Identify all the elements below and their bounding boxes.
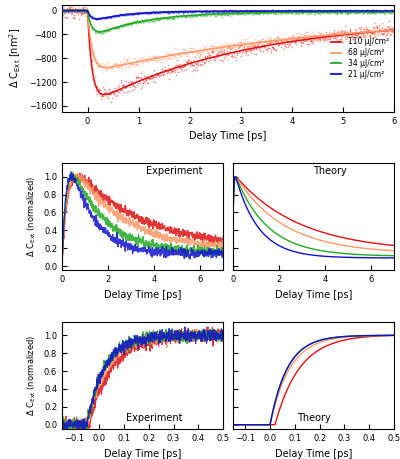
Text: Experiment: Experiment bbox=[146, 166, 202, 176]
X-axis label: Delay Time [ps]: Delay Time [ps] bbox=[275, 290, 352, 300]
Text: Theory: Theory bbox=[297, 413, 331, 423]
Y-axis label: $\Delta$ C$_{\rm Ext}$ (normalized): $\Delta$ C$_{\rm Ext}$ (normalized) bbox=[26, 335, 38, 416]
Y-axis label: $\Delta$ C$_{\rm Ext}$ [nm$^2$]: $\Delta$ C$_{\rm Ext}$ [nm$^2$] bbox=[8, 28, 24, 89]
X-axis label: Delay Time [ps]: Delay Time [ps] bbox=[275, 448, 352, 459]
X-axis label: Delay Time [ps]: Delay Time [ps] bbox=[104, 448, 181, 459]
Text: Theory: Theory bbox=[314, 166, 347, 176]
Text: Experiment: Experiment bbox=[126, 413, 183, 423]
Legend: 110 μJ/cm², 68 μJ/cm², 34 μJ/cm², 21 μJ/cm²: 110 μJ/cm², 68 μJ/cm², 34 μJ/cm², 21 μJ/… bbox=[328, 34, 392, 82]
Y-axis label: $\Delta$ C$_{\rm Ext}$ (normalized): $\Delta$ C$_{\rm Ext}$ (normalized) bbox=[26, 176, 38, 257]
X-axis label: Delay Time [ps]: Delay Time [ps] bbox=[189, 131, 267, 141]
X-axis label: Delay Time [ps]: Delay Time [ps] bbox=[104, 290, 181, 300]
